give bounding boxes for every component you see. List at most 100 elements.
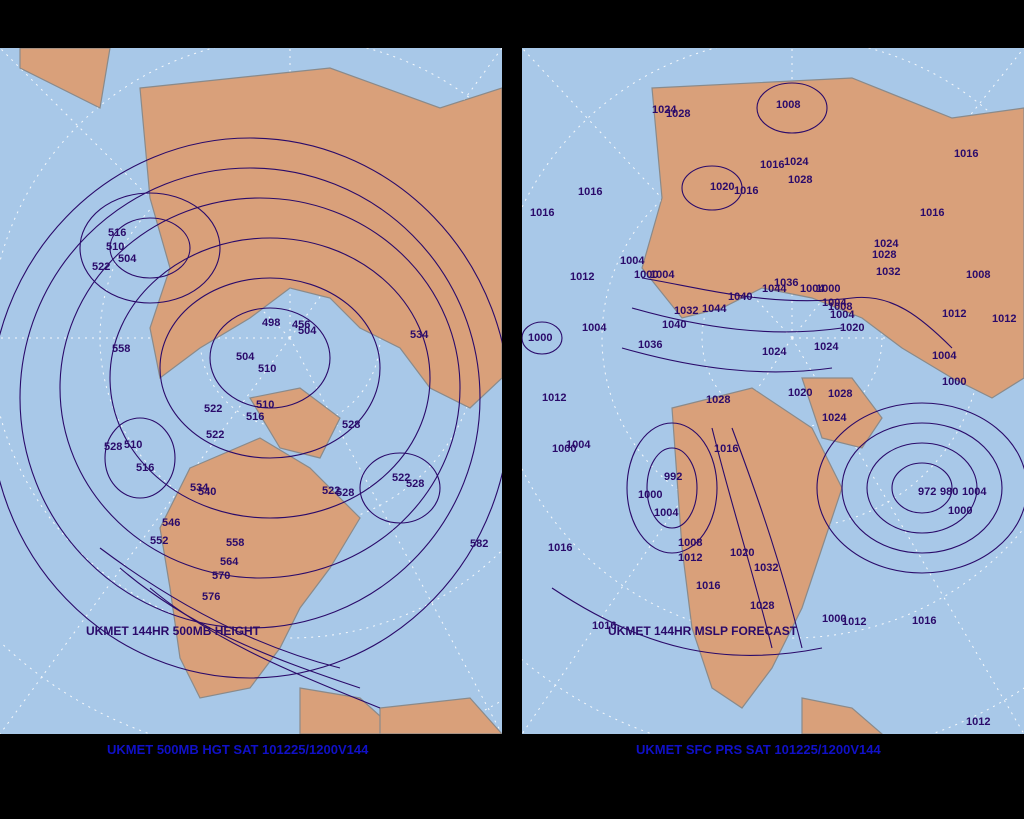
contour-label: 1024: [652, 104, 677, 116]
contour-label: 1012: [966, 716, 990, 728]
contour-label: 1016: [714, 443, 738, 455]
contour-label: 1044: [702, 303, 727, 315]
contour-label: 1016: [548, 542, 572, 554]
contour-label: 528: [336, 487, 354, 499]
contour-label: 1004: [654, 507, 679, 519]
contour-label: 1028: [828, 388, 852, 400]
contour-label: 1000: [942, 376, 966, 388]
contour-label: 1012: [570, 271, 594, 283]
contour-label: 522: [322, 485, 340, 497]
contour-label: 1028: [750, 600, 774, 612]
contour-label: 1016: [954, 148, 978, 160]
contour-label: 1004: [830, 309, 855, 321]
contour-label: 1004: [932, 350, 957, 362]
contour-label: 1016: [734, 185, 758, 197]
contour-label: 576: [202, 591, 220, 603]
contour-label: 1012: [842, 616, 866, 628]
contour-label: 522: [92, 261, 110, 273]
contour-label: 1012: [678, 552, 702, 564]
contour-label: 570: [212, 570, 230, 582]
contour-label: 528: [342, 419, 360, 431]
contour-label: 1012: [542, 392, 566, 404]
contour-label: 1028: [666, 108, 690, 120]
contour-label: 1004: [582, 322, 607, 334]
contour-label: 522: [204, 403, 222, 415]
contour-label: 510: [124, 439, 142, 451]
contour-label: 504: [236, 351, 255, 363]
contour-label: 1004: [566, 439, 591, 451]
contour-label: 582: [470, 538, 488, 550]
contour-label: 1028: [788, 174, 812, 186]
contour-label: 510: [256, 399, 274, 411]
contour-label: 1000: [948, 505, 972, 517]
height-contours: [0, 137, 502, 709]
contour-label: 456: [292, 319, 310, 331]
contour-label: 510: [106, 241, 124, 253]
contour-label: 1004: [962, 486, 987, 498]
height-map-svg: 516 510 504 522 558 498 456 504 504 510 …: [0, 48, 502, 734]
height-contour-labels: 516 510 504 522 558 498 456 504 504 510 …: [92, 227, 488, 603]
contour-label: 1004: [620, 255, 645, 267]
contour-label: 972: [918, 486, 936, 498]
contour-label: 1004: [822, 297, 847, 309]
right-panel: 1024 1028 1008 1016 1024 1028 1016 1020 …: [522, 0, 1024, 819]
pressure-contour-labels: 1024 1028 1008 1016 1024 1028 1016 1020 …: [528, 99, 1016, 728]
contour-label: 1024: [784, 156, 809, 168]
contour-label: 1032: [674, 305, 698, 317]
contour-label: 534: [410, 329, 429, 341]
panel-separator: [502, 0, 522, 819]
contour-label: 540: [198, 486, 216, 498]
contour-label: 1036: [774, 277, 798, 289]
height-map: 516 510 504 522 558 498 456 504 504 510 …: [0, 48, 502, 734]
contour-label: 522: [206, 429, 224, 441]
contour-label: 1016: [760, 159, 784, 171]
contour-label: 992: [664, 471, 682, 483]
contour-label: 516: [246, 411, 264, 423]
contour-label: 1016: [578, 186, 602, 198]
contour-label: 1024: [822, 412, 847, 424]
contour-label: 504: [298, 325, 317, 337]
map-caption: UKMET 144HR 500MB HEIGHT: [86, 624, 261, 638]
contour-label: 528: [104, 441, 122, 453]
contour-label: 516: [108, 227, 126, 239]
contour-label: 1024: [762, 346, 787, 358]
contour-label: 534: [190, 482, 209, 494]
pressure-map-svg: 1024 1028 1008 1016 1024 1028 1016 1020 …: [522, 48, 1024, 734]
contour-label: 1016: [696, 580, 720, 592]
contour-label: 546: [162, 517, 180, 529]
contour-label: 1008: [776, 99, 800, 111]
contour-label: 552: [150, 535, 168, 547]
contour-label: 1036: [638, 339, 662, 351]
contour-label: 1000: [638, 489, 662, 501]
contour-label: 1032: [754, 562, 778, 574]
contour-label: 1000: [822, 613, 846, 625]
contour-label: 558: [112, 343, 130, 355]
contour-label: 510: [258, 363, 276, 375]
contour-label: 558: [226, 537, 244, 549]
contour-label: 1004: [800, 283, 825, 295]
contour-label: 528: [406, 478, 424, 490]
contour-label: 1012: [942, 308, 966, 320]
contour-label: 1016: [592, 620, 616, 632]
contour-label: 516: [136, 462, 154, 474]
contour-label: 1044: [762, 283, 787, 295]
contour-label: 1000: [634, 269, 658, 281]
pressure-map: 1024 1028 1008 1016 1024 1028 1016 1020 …: [522, 48, 1024, 734]
contour-label: 1040: [728, 291, 752, 303]
contour-label: 504: [118, 253, 137, 265]
contour-label: 1020: [710, 181, 734, 193]
contour-label: 522: [392, 472, 410, 484]
contour-label: 980: [940, 486, 958, 498]
contour-label: 1016: [530, 207, 554, 219]
contour-label: 1008: [678, 537, 702, 549]
contour-label: 1020: [840, 322, 864, 334]
contour-label: 1028: [706, 394, 730, 406]
contour-label: 1000: [816, 283, 840, 295]
contour-label: 1016: [912, 615, 936, 627]
contour-label: 1004: [650, 269, 675, 281]
right-footer: UKMET SFC PRS SAT 101225/1200V144: [636, 742, 881, 757]
left-footer: UKMET 500MB HGT SAT 101225/1200V144: [107, 742, 369, 757]
contour-label: 1000: [552, 443, 576, 455]
contour-label: 1008: [966, 269, 990, 281]
contour-label: 1028: [872, 249, 896, 261]
